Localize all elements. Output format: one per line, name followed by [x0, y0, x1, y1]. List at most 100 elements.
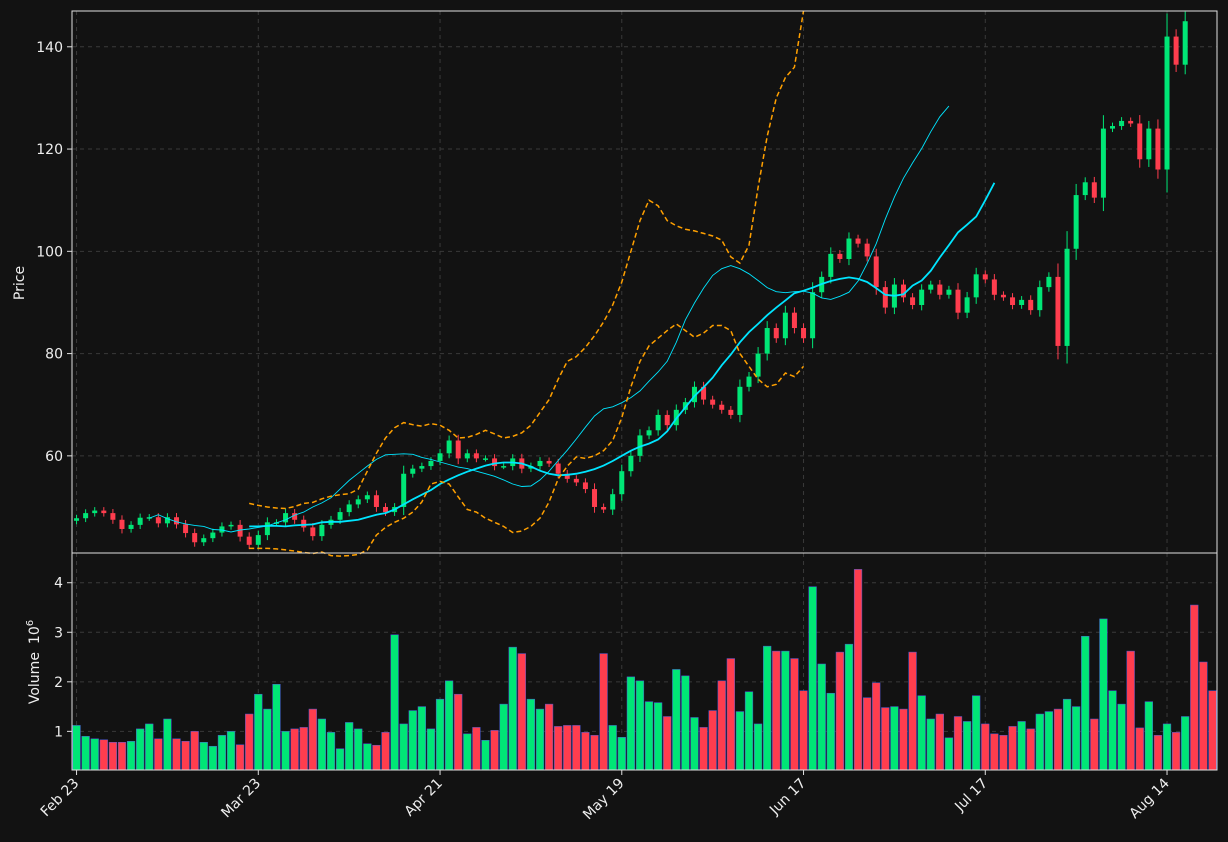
- candle-body: [110, 513, 116, 520]
- volume-bar: [226, 731, 236, 771]
- candle-body: [664, 414, 670, 426]
- volume-tick-label: 1: [54, 724, 63, 740]
- candle-body: [1046, 276, 1052, 288]
- price-tick-label: 60: [45, 449, 63, 465]
- volume-bar: [672, 669, 681, 771]
- volume-bar: [90, 738, 99, 771]
- candle-body: [410, 468, 416, 474]
- moving-average-long-line: [249, 182, 996, 528]
- candle-body: [582, 482, 588, 490]
- candle-body: [1028, 299, 1034, 311]
- candle-body: [446, 440, 452, 454]
- candle-body: [355, 499, 361, 505]
- candle-body: [555, 463, 561, 474]
- candle-body: [419, 466, 425, 469]
- candle-body: [864, 243, 870, 257]
- volume-bar: [1153, 735, 1163, 771]
- volume-bar: [981, 723, 990, 771]
- candle-body: [855, 238, 861, 244]
- price-tick-label: 140: [36, 40, 63, 56]
- volume-bar: [953, 716, 963, 771]
- volume-bar: [299, 727, 308, 771]
- volume-bar: [1099, 618, 1108, 771]
- volume-bar: [908, 651, 917, 771]
- candle-body: [564, 473, 570, 479]
- volume-bar: [944, 737, 954, 771]
- candle-body: [710, 399, 716, 405]
- candle-body: [192, 533, 198, 543]
- volume-bar: [335, 748, 345, 771]
- volume-bar: [136, 728, 145, 771]
- volume-bar: [363, 743, 372, 771]
- volume-bar: [526, 698, 536, 771]
- candle-body: [646, 430, 652, 436]
- candle-body: [128, 524, 134, 529]
- volume-bar: [917, 695, 926, 771]
- volume-bar: [535, 708, 545, 771]
- candle-body: [228, 524, 234, 527]
- volume-bar: [372, 744, 381, 771]
- volume-bar: [1181, 716, 1190, 771]
- volume-tick-label: 4: [54, 576, 63, 592]
- volume-tick-label: 3: [54, 625, 63, 641]
- volume-bar: [590, 735, 599, 771]
- candle-body: [337, 512, 343, 520]
- volume-axis-label-text: Volume: [27, 652, 43, 704]
- candle-body: [546, 460, 552, 464]
- candle-body: [301, 519, 307, 528]
- volume-bar: [835, 651, 844, 771]
- candle-body: [1019, 299, 1025, 306]
- candle-body: [982, 274, 988, 280]
- candle-body: [246, 536, 252, 545]
- candle-body: [610, 494, 616, 510]
- candle-body: [900, 284, 906, 298]
- volume-bar: [572, 725, 581, 771]
- volume-bar: [926, 718, 935, 771]
- volume-bar: [1053, 708, 1063, 771]
- volume-bar: [817, 663, 826, 771]
- volume-bar: [454, 693, 463, 771]
- volume-bar: [699, 727, 708, 771]
- volume-bar: [1135, 727, 1144, 771]
- volume-axis-unit-base: 10: [27, 626, 43, 644]
- candle-body: [737, 386, 743, 415]
- volume-bar: [1117, 703, 1126, 771]
- candle-body: [1082, 182, 1088, 196]
- volume-bar: [708, 710, 717, 771]
- candle-body: [910, 297, 916, 306]
- candle-body: [637, 435, 643, 456]
- candle-body: [919, 289, 925, 306]
- volume-bar: [254, 693, 263, 771]
- candle-body: [1137, 123, 1143, 160]
- volume-bar: [354, 728, 363, 771]
- volume-bar: [317, 718, 327, 771]
- candle-body: [319, 524, 325, 537]
- volume-bar: [1081, 635, 1090, 771]
- volume-bar: [217, 735, 227, 771]
- candle-body: [801, 328, 807, 339]
- volume-bar: [772, 650, 781, 771]
- volume-bar: [690, 717, 699, 771]
- volume-bar: [644, 701, 654, 771]
- candle-body: [137, 517, 143, 525]
- candle-body: [882, 287, 888, 308]
- volume-bar: [990, 733, 999, 771]
- candle-body: [755, 353, 761, 377]
- volume-bar: [626, 676, 635, 771]
- volume-bar: [935, 713, 944, 771]
- volume-bar: [844, 643, 854, 771]
- volume-axis-label: Volume 106: [25, 620, 43, 704]
- candle-body: [1055, 276, 1061, 346]
- price-tick-label: 120: [36, 142, 63, 158]
- candle-body: [701, 386, 707, 400]
- price-candles: [74, 11, 1188, 550]
- candle-body: [837, 253, 843, 259]
- candle-body: [1091, 182, 1097, 198]
- candle-body: [401, 473, 407, 507]
- volume-bar: [435, 698, 445, 771]
- volume-bar: [408, 710, 417, 771]
- volume-bar: [1126, 650, 1135, 771]
- candle-body: [473, 453, 479, 459]
- candle-body: [501, 466, 507, 468]
- candle-body: [619, 471, 625, 495]
